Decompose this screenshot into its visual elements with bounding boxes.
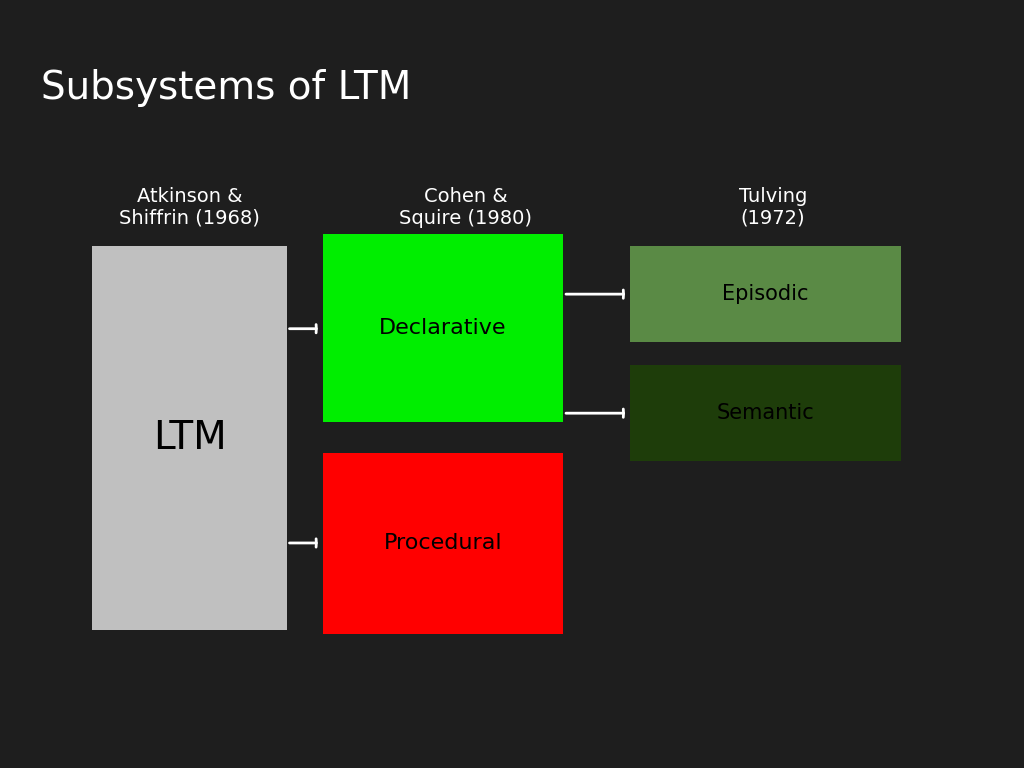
Text: Declarative: Declarative (379, 318, 507, 339)
Bar (323, 234, 563, 422)
Text: Atkinson &
Shiffrin (1968): Atkinson & Shiffrin (1968) (119, 187, 260, 228)
Text: Semantic: Semantic (717, 402, 814, 423)
Text: Procedural: Procedural (384, 533, 502, 554)
Bar (630, 365, 901, 461)
Text: LTM: LTM (153, 419, 226, 457)
Text: Tulving
(1972): Tulving (1972) (739, 187, 807, 228)
Bar (92, 246, 287, 630)
Bar (323, 453, 563, 634)
Text: Cohen &
Squire (1980): Cohen & Squire (1980) (399, 187, 532, 228)
Text: Episodic: Episodic (722, 283, 809, 304)
Text: Subsystems of LTM: Subsystems of LTM (41, 69, 412, 107)
Bar (630, 246, 901, 342)
